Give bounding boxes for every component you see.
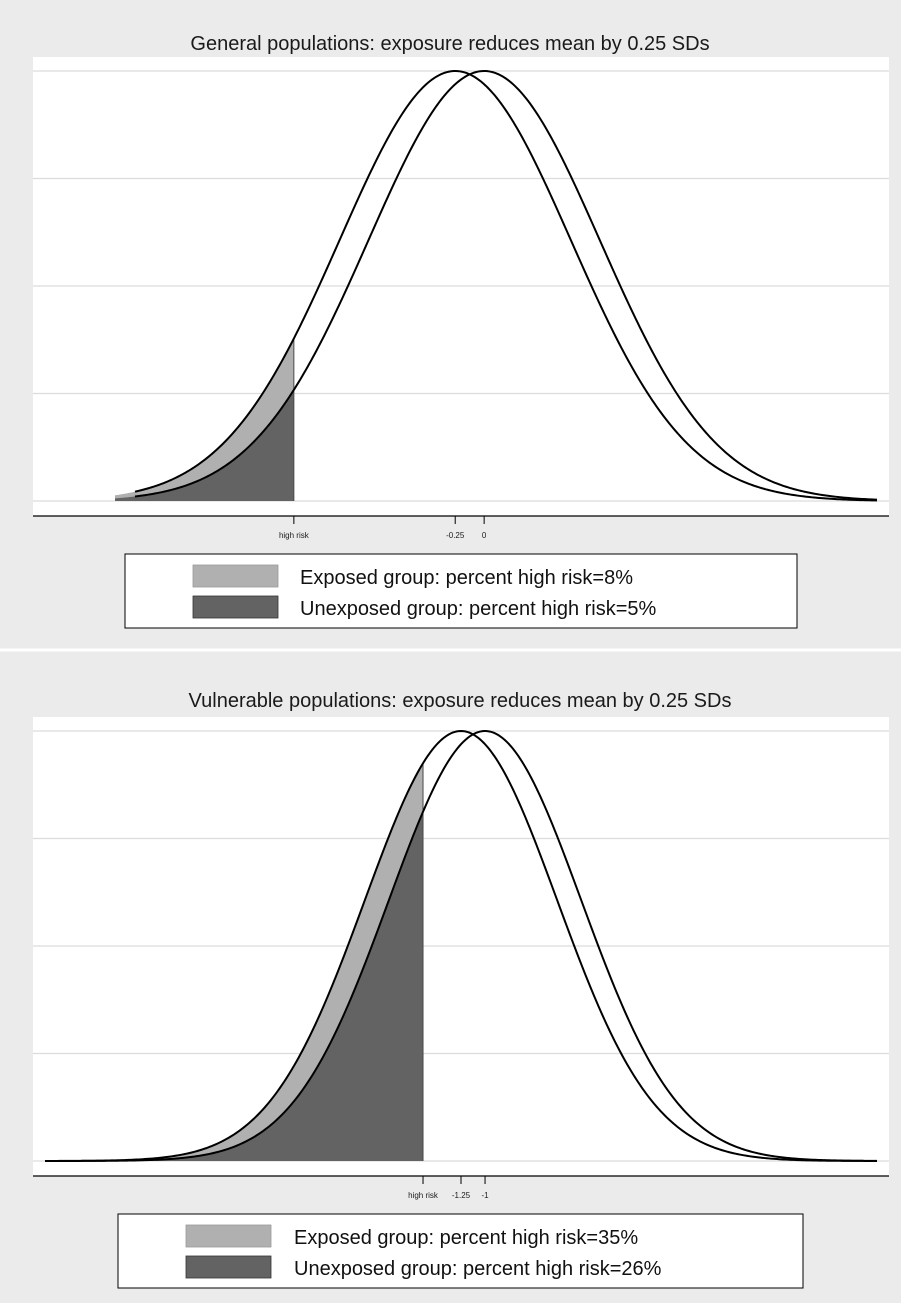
fills-vulnerable — [25, 763, 424, 1161]
exposed-density-curve-general — [134, 70, 878, 502]
legend-label-exposed-general: Exposed group: percent high risk=8% — [300, 567, 633, 589]
x-ticks-general: high risk -0.25 0 — [279, 516, 487, 540]
x-tick-label: high risk — [279, 531, 310, 540]
panel-vulnerable: Vulnerable populations: exposure reduces… — [25, 690, 889, 1289]
curves-vulnerable — [45, 729, 878, 1162]
legend-swatch-unexposed-vulnerable — [185, 1255, 272, 1279]
x-tick-label: -0.25 — [446, 531, 465, 540]
curves-general — [134, 69, 878, 502]
chart-title-general: General populations: exposure reduces me… — [190, 33, 709, 55]
unexposed-density-curve-vulnerable — [45, 730, 878, 1162]
panel-general: General populations: exposure reduces me… — [33, 33, 889, 629]
x-tick-label: -1 — [481, 1191, 489, 1200]
legend-vulnerable: Exposed group: percent high risk=35% Une… — [117, 1213, 804, 1289]
legend-swatch-exposed-general — [192, 564, 279, 588]
legend-label-unexposed-vulnerable: Unexposed group: percent high risk=26% — [294, 1258, 662, 1280]
x-ticks-vulnerable: high risk -1.25 -1 — [408, 1176, 489, 1200]
x-tick-label: high risk — [408, 1191, 439, 1200]
fills-general — [115, 338, 295, 501]
exposed-density-curve-vulnerable — [45, 729, 877, 1162]
legend-general: Exposed group: percent high risk=8% Unex… — [124, 553, 798, 629]
chart-title-vulnerable: Vulnerable populations: exposure reduces… — [189, 690, 732, 712]
x-tick-label: 0 — [482, 531, 487, 540]
unexposed-high-risk-area-general — [115, 389, 294, 501]
unexposed-density-curve-general — [134, 69, 878, 501]
x-tick-label: -1.25 — [452, 1191, 471, 1200]
legend-label-exposed-vulnerable: Exposed group: percent high risk=35% — [294, 1227, 638, 1249]
legend-swatch-unexposed-general — [192, 595, 279, 619]
legend-label-unexposed-general: Unexposed group: percent high risk=5% — [300, 598, 657, 620]
legend-swatch-exposed-vulnerable — [185, 1224, 272, 1248]
unexposed-high-risk-area-vulnerable — [25, 811, 424, 1161]
